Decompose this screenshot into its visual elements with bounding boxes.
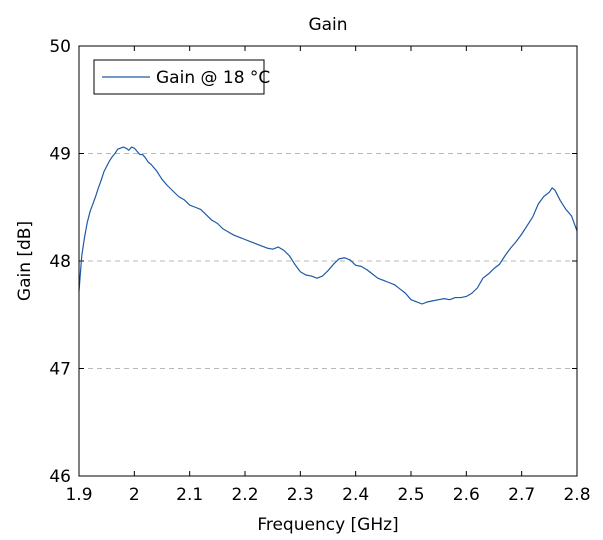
legend-label-gain: Gain @ 18 °C [156,68,270,88]
x-tick-label: 2.4 [342,485,369,505]
legend: Gain @ 18 °C [93,59,270,95]
x-tick-label: 2.7 [508,485,535,505]
x-tick-label: 2.6 [453,485,480,505]
gridlines [79,153,577,369]
y-tick-label: 50 [49,37,71,57]
x-tick-label: 1.9 [65,485,92,505]
chart-title: Gain [308,15,347,35]
y-axis-label: Gain [dB] [15,221,35,301]
x-tick-label: 2.3 [287,485,314,505]
x-tick-label: 2.5 [397,485,424,505]
plot-series [78,146,578,305]
x-tick-label: 2.1 [176,485,203,505]
x-tick-label: 2.2 [231,485,258,505]
series-line-gain [78,146,578,305]
x-ticks: 1.9 2 2.1 2.2 2.3 2.4 2.5 2.6 2.7 2.8 [65,46,591,505]
plot-frame [78,45,578,477]
y-tick-label: 47 [49,360,71,380]
x-axis-label: Frequency [GHz] [257,515,398,535]
y-ticks: 46 47 48 49 50 [49,37,577,487]
y-tick-label: 49 [49,145,71,165]
y-tick-label: 48 [49,252,71,272]
y-tick-label: 46 [49,467,71,487]
x-tick-label: 2 [129,485,140,505]
x-tick-label: 2.8 [563,485,590,505]
